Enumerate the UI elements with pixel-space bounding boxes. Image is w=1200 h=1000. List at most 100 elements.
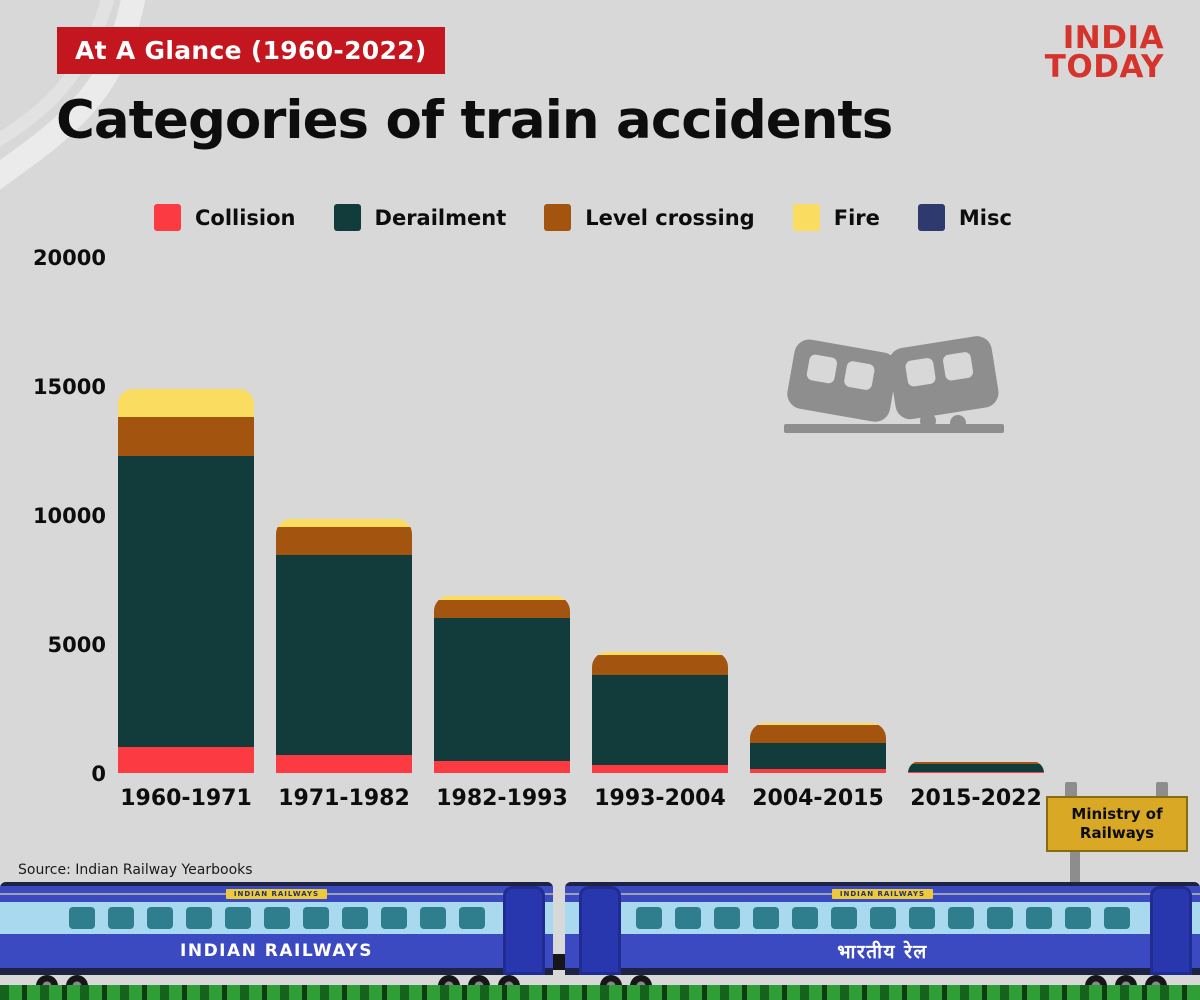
- segment-fire: [592, 652, 728, 655]
- sign-post-left: [1065, 782, 1077, 800]
- segment-collision: [908, 772, 1044, 773]
- y-axis-tick: 20000: [32, 246, 106, 270]
- train-window: [185, 907, 212, 929]
- legend-swatch: [917, 204, 945, 231]
- train-window: [341, 907, 368, 929]
- train-window: [908, 907, 935, 929]
- legend-item-level-crossing: Level crossing: [544, 204, 755, 231]
- car-window-band: [565, 902, 1200, 934]
- legend-swatch: [544, 204, 572, 231]
- car-bottom-stripe: [565, 968, 1200, 975]
- legend-swatch: [792, 204, 820, 231]
- bar-1960-1971: [118, 388, 254, 773]
- train-window: [68, 907, 95, 929]
- sign-text: Ministry of Railways: [1071, 805, 1163, 842]
- x-axis-label: 2004-2015: [752, 786, 884, 811]
- legend-label: Level crossing: [585, 205, 755, 230]
- logo-line-2: TODAY: [1044, 48, 1164, 85]
- x-axis-label: 1993-2004: [594, 786, 726, 811]
- y-axis-tick: 10000: [32, 504, 106, 528]
- badge: At A Glance (1960-2022): [57, 27, 445, 74]
- x-axis-label: 1982-1993: [436, 786, 568, 811]
- train-window: [986, 907, 1013, 929]
- train-window: [674, 907, 701, 929]
- legend: Collision Derailment Level crossing Fire Mis…: [154, 204, 1012, 231]
- train-label: भारतीय रेल: [837, 941, 928, 963]
- train-door: [1150, 886, 1192, 975]
- segment-collision: [592, 765, 728, 773]
- segment-derailment: [750, 743, 886, 770]
- x-axis-label: 2015-2022: [910, 786, 1042, 811]
- train-window: [458, 907, 485, 929]
- legend-swatch: [154, 204, 181, 231]
- segment-level-crossing: [434, 600, 570, 619]
- source-credit: Source: Indian Railway Yearbooks: [18, 862, 253, 878]
- train-nameplate: INDIAN RAILWAYS: [831, 889, 934, 899]
- segment-level-crossing: [750, 725, 886, 744]
- chart-plot: [118, 257, 1048, 773]
- x-axis-label: 1971-1982: [278, 786, 410, 811]
- train-window: [1025, 907, 1052, 929]
- train-car-left: INDIAN RAILWAYS INDIAN RAILWAYS: [0, 882, 553, 975]
- bar-2004-2015: [750, 723, 886, 773]
- train-window: [380, 907, 407, 929]
- segment-fire: [118, 388, 254, 418]
- sign-pole: [1070, 850, 1080, 910]
- segment-collision: [118, 747, 254, 773]
- bar-2015-2022: [908, 761, 1044, 773]
- legend-item-fire: Fire: [792, 204, 880, 231]
- y-axis-tick: 0: [91, 762, 106, 786]
- segment-collision: [434, 761, 570, 773]
- ministry-sign: Ministry of Railways: [1046, 782, 1188, 922]
- train-window: [146, 907, 173, 929]
- segment-collision: [276, 754, 412, 773]
- segment-fire: [750, 723, 886, 726]
- car-bottom-stripe: [0, 968, 553, 975]
- train-door: [579, 886, 621, 975]
- train-nameplate: INDIAN RAILWAYS: [225, 889, 328, 899]
- train-car-right: INDIAN RAILWAYS भारतीय रेल: [565, 882, 1200, 975]
- segment-derailment: [276, 555, 412, 755]
- train-window: [1064, 907, 1091, 929]
- logo-line-1: INDIA: [1062, 20, 1164, 56]
- legend-swatch: [333, 204, 361, 231]
- sign-post-right: [1156, 782, 1168, 800]
- segment-fire: [908, 761, 1044, 762]
- train-label: INDIAN RAILWAYS: [180, 941, 373, 961]
- derailed-train-icon: [784, 336, 1004, 433]
- legend-label: Misc: [958, 205, 1012, 230]
- segment-level-crossing: [276, 526, 412, 556]
- train-window: [107, 907, 134, 929]
- x-axis-label: 1960-1971: [120, 786, 252, 811]
- page-title: Categories of train accidents: [56, 90, 893, 151]
- india-today-logo: INDIA TODAY: [1044, 20, 1164, 85]
- train-window: [263, 907, 290, 929]
- segment-fire: [276, 518, 412, 527]
- sign-board: Ministry of Railways: [1046, 796, 1188, 852]
- y-axis: 20000 15000 10000 5000 0: [0, 0, 106, 1000]
- segment-derailment: [592, 675, 728, 766]
- car-plate-band: INDIAN RAILWAYS: [565, 886, 1200, 902]
- train-window: [752, 907, 779, 929]
- train-window: [869, 907, 896, 929]
- segment-level-crossing: [118, 417, 254, 456]
- segment-level-crossing: [908, 762, 1044, 764]
- segment-derailment: [118, 455, 254, 748]
- train-window: [713, 907, 740, 929]
- legend-label: Derailment: [374, 205, 507, 230]
- trains-illustration: INDIAN RAILWAYS INDIAN RAILWAYS INDIAN R…: [0, 882, 1200, 1000]
- car-roof-stripe: [0, 882, 553, 886]
- bar-1982-1993: [434, 595, 570, 773]
- legend-item-derailment: Derailment: [333, 204, 507, 231]
- segment-fire: [434, 595, 570, 601]
- segment-derailment: [908, 763, 1044, 772]
- y-axis-tick: 5000: [47, 633, 106, 657]
- legend-label: Collision: [195, 205, 296, 230]
- car-plate-band: INDIAN RAILWAYS: [0, 886, 553, 902]
- category-labels: 1960-1971 1971-1982 1982-1993 1993-2004 2004…: [118, 786, 1048, 811]
- grass-strip: [0, 985, 1200, 1000]
- train-window: [791, 907, 818, 929]
- car-window-band: [0, 902, 553, 934]
- segment-derailment: [434, 618, 570, 762]
